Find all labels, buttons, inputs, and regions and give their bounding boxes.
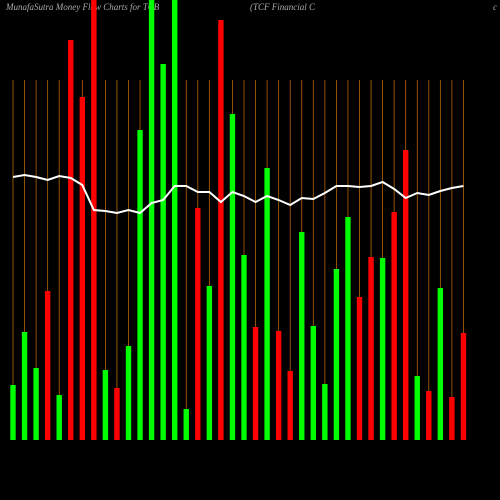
bar [125,346,132,440]
bar [241,255,247,440]
bar [91,0,97,440]
bar [356,297,363,440]
bar [449,397,455,440]
bar [426,391,432,440]
bar [275,331,282,440]
bar [137,130,143,440]
bar [56,395,62,440]
bar [310,326,316,440]
bar [160,64,166,440]
bar [183,409,189,440]
bar [206,286,213,440]
chart-title: MunafaSutra Money Flow Charts for TCB [5,2,160,12]
bar [10,385,16,440]
bar [460,333,467,440]
bar [403,150,409,440]
bar [345,217,351,440]
bar [33,368,39,440]
bar [195,208,201,440]
bar [368,257,374,440]
bar [44,291,51,440]
bar [287,371,293,440]
bar [218,20,224,440]
bar [21,332,28,440]
bar [333,269,340,440]
bar [102,370,109,440]
money-flow-line [12,173,464,215]
bar [229,114,236,440]
bar [299,232,305,440]
bar [379,258,386,440]
bar [264,168,270,440]
chart-subtitle: (TCF Financial C [250,2,316,12]
bar [172,0,178,440]
bar [322,384,328,440]
bar [114,388,120,440]
bar [68,40,74,440]
bar [391,212,397,440]
corner-text: c [493,2,497,12]
bar [414,376,420,440]
bar [437,288,444,440]
bar [148,0,155,440]
bar [79,97,85,440]
bar [252,327,259,440]
